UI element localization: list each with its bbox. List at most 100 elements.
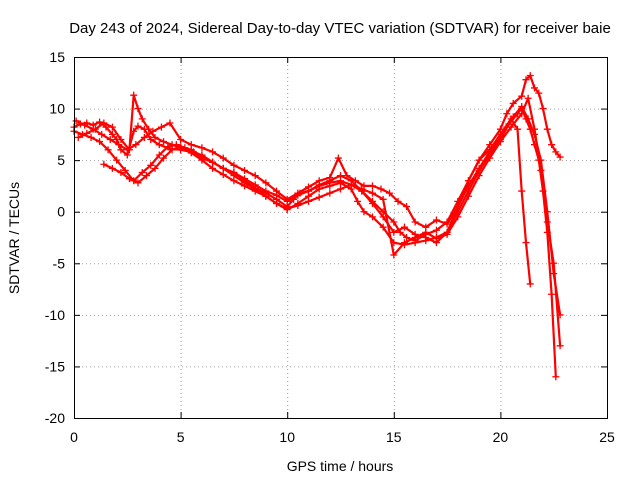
data-point <box>98 130 106 138</box>
data-point <box>108 123 116 131</box>
data-point <box>403 234 411 241</box>
data-point <box>104 146 112 154</box>
data-point <box>209 158 217 166</box>
chart-title: Day 243 of 2024, Sidereal Day-to-day VTE… <box>69 20 611 37</box>
data-point <box>358 187 366 195</box>
data-point <box>432 239 440 247</box>
data-point <box>283 197 291 205</box>
data-point <box>138 115 146 123</box>
data-point <box>411 218 419 226</box>
data-point <box>543 218 551 226</box>
data-point <box>403 203 411 211</box>
data-point <box>548 141 556 149</box>
data-point <box>113 156 121 164</box>
data-point <box>125 175 133 183</box>
data-point <box>241 182 249 190</box>
data-point <box>209 164 217 172</box>
data-point <box>552 148 560 156</box>
data-point <box>368 182 376 190</box>
data-point <box>251 172 259 180</box>
data-point <box>142 172 150 180</box>
y-tick-label: 0 <box>57 204 65 220</box>
data-point <box>454 213 462 221</box>
data-point <box>518 92 526 100</box>
data-point <box>134 179 142 187</box>
x-axis-label: GPS time / hours <box>287 458 394 474</box>
data-point <box>177 136 185 144</box>
data-point <box>147 136 155 144</box>
x-tick-label: 0 <box>70 429 78 445</box>
data-point <box>130 91 138 99</box>
data-point <box>81 121 89 129</box>
data-point <box>475 172 483 180</box>
data-point <box>305 187 313 195</box>
data-point <box>464 177 472 185</box>
data-point <box>106 136 114 144</box>
data-point <box>155 141 163 149</box>
data-point <box>134 105 142 113</box>
data-point <box>486 154 494 162</box>
data-point <box>219 164 227 172</box>
y-tick-label: -20 <box>45 410 65 426</box>
data-point <box>87 133 95 141</box>
data-point <box>486 146 494 154</box>
data-point <box>526 280 534 288</box>
data-point <box>531 125 539 133</box>
x-tick-label: 15 <box>386 429 402 445</box>
data-point <box>145 125 153 133</box>
data-point <box>219 154 227 162</box>
data-point <box>315 193 323 201</box>
data-point <box>394 197 402 205</box>
series-layer <box>70 72 564 381</box>
data-point <box>219 171 227 179</box>
data-point <box>262 179 270 187</box>
data-point <box>273 191 281 199</box>
data-point <box>543 125 551 133</box>
data-point <box>147 161 155 169</box>
data-point <box>360 208 368 216</box>
data-point <box>151 164 159 172</box>
data-point <box>262 187 270 195</box>
plot-frame <box>74 57 608 419</box>
data-point <box>117 169 125 177</box>
data-point <box>347 177 355 185</box>
data-point <box>283 205 291 213</box>
data-point <box>151 133 159 141</box>
data-point <box>230 177 238 185</box>
y-tick-label: -5 <box>53 255 66 271</box>
data-point <box>294 202 302 210</box>
data-point <box>432 226 440 234</box>
data-point <box>524 115 532 123</box>
data-point <box>117 146 125 154</box>
series-line <box>72 107 557 378</box>
data-point <box>74 133 82 141</box>
data-point <box>550 259 558 267</box>
data-point <box>432 216 440 224</box>
data-point <box>400 223 408 231</box>
y-tick-label: 15 <box>49 49 65 65</box>
data-point <box>386 189 394 197</box>
data-point <box>166 119 174 127</box>
data-point <box>548 290 556 298</box>
data-point <box>522 76 530 84</box>
data-point <box>140 133 148 141</box>
data-point <box>411 230 419 238</box>
series-track-3 <box>72 103 564 319</box>
data-point <box>177 143 185 151</box>
data-point <box>443 228 451 236</box>
data-point <box>368 199 376 207</box>
data-point <box>552 373 560 381</box>
data-point <box>230 161 238 169</box>
y-tick-label: 5 <box>57 152 65 168</box>
data-point <box>368 189 376 197</box>
data-point <box>507 115 515 123</box>
x-tick-label: 10 <box>279 429 295 445</box>
y-axis-label: SDTVAR / TECUs <box>6 182 22 294</box>
data-point <box>164 143 172 151</box>
data-point <box>531 84 539 92</box>
data-point <box>379 213 387 221</box>
data-point <box>400 239 408 247</box>
data-point <box>522 239 530 247</box>
data-point <box>337 172 344 180</box>
data-point <box>326 177 334 185</box>
